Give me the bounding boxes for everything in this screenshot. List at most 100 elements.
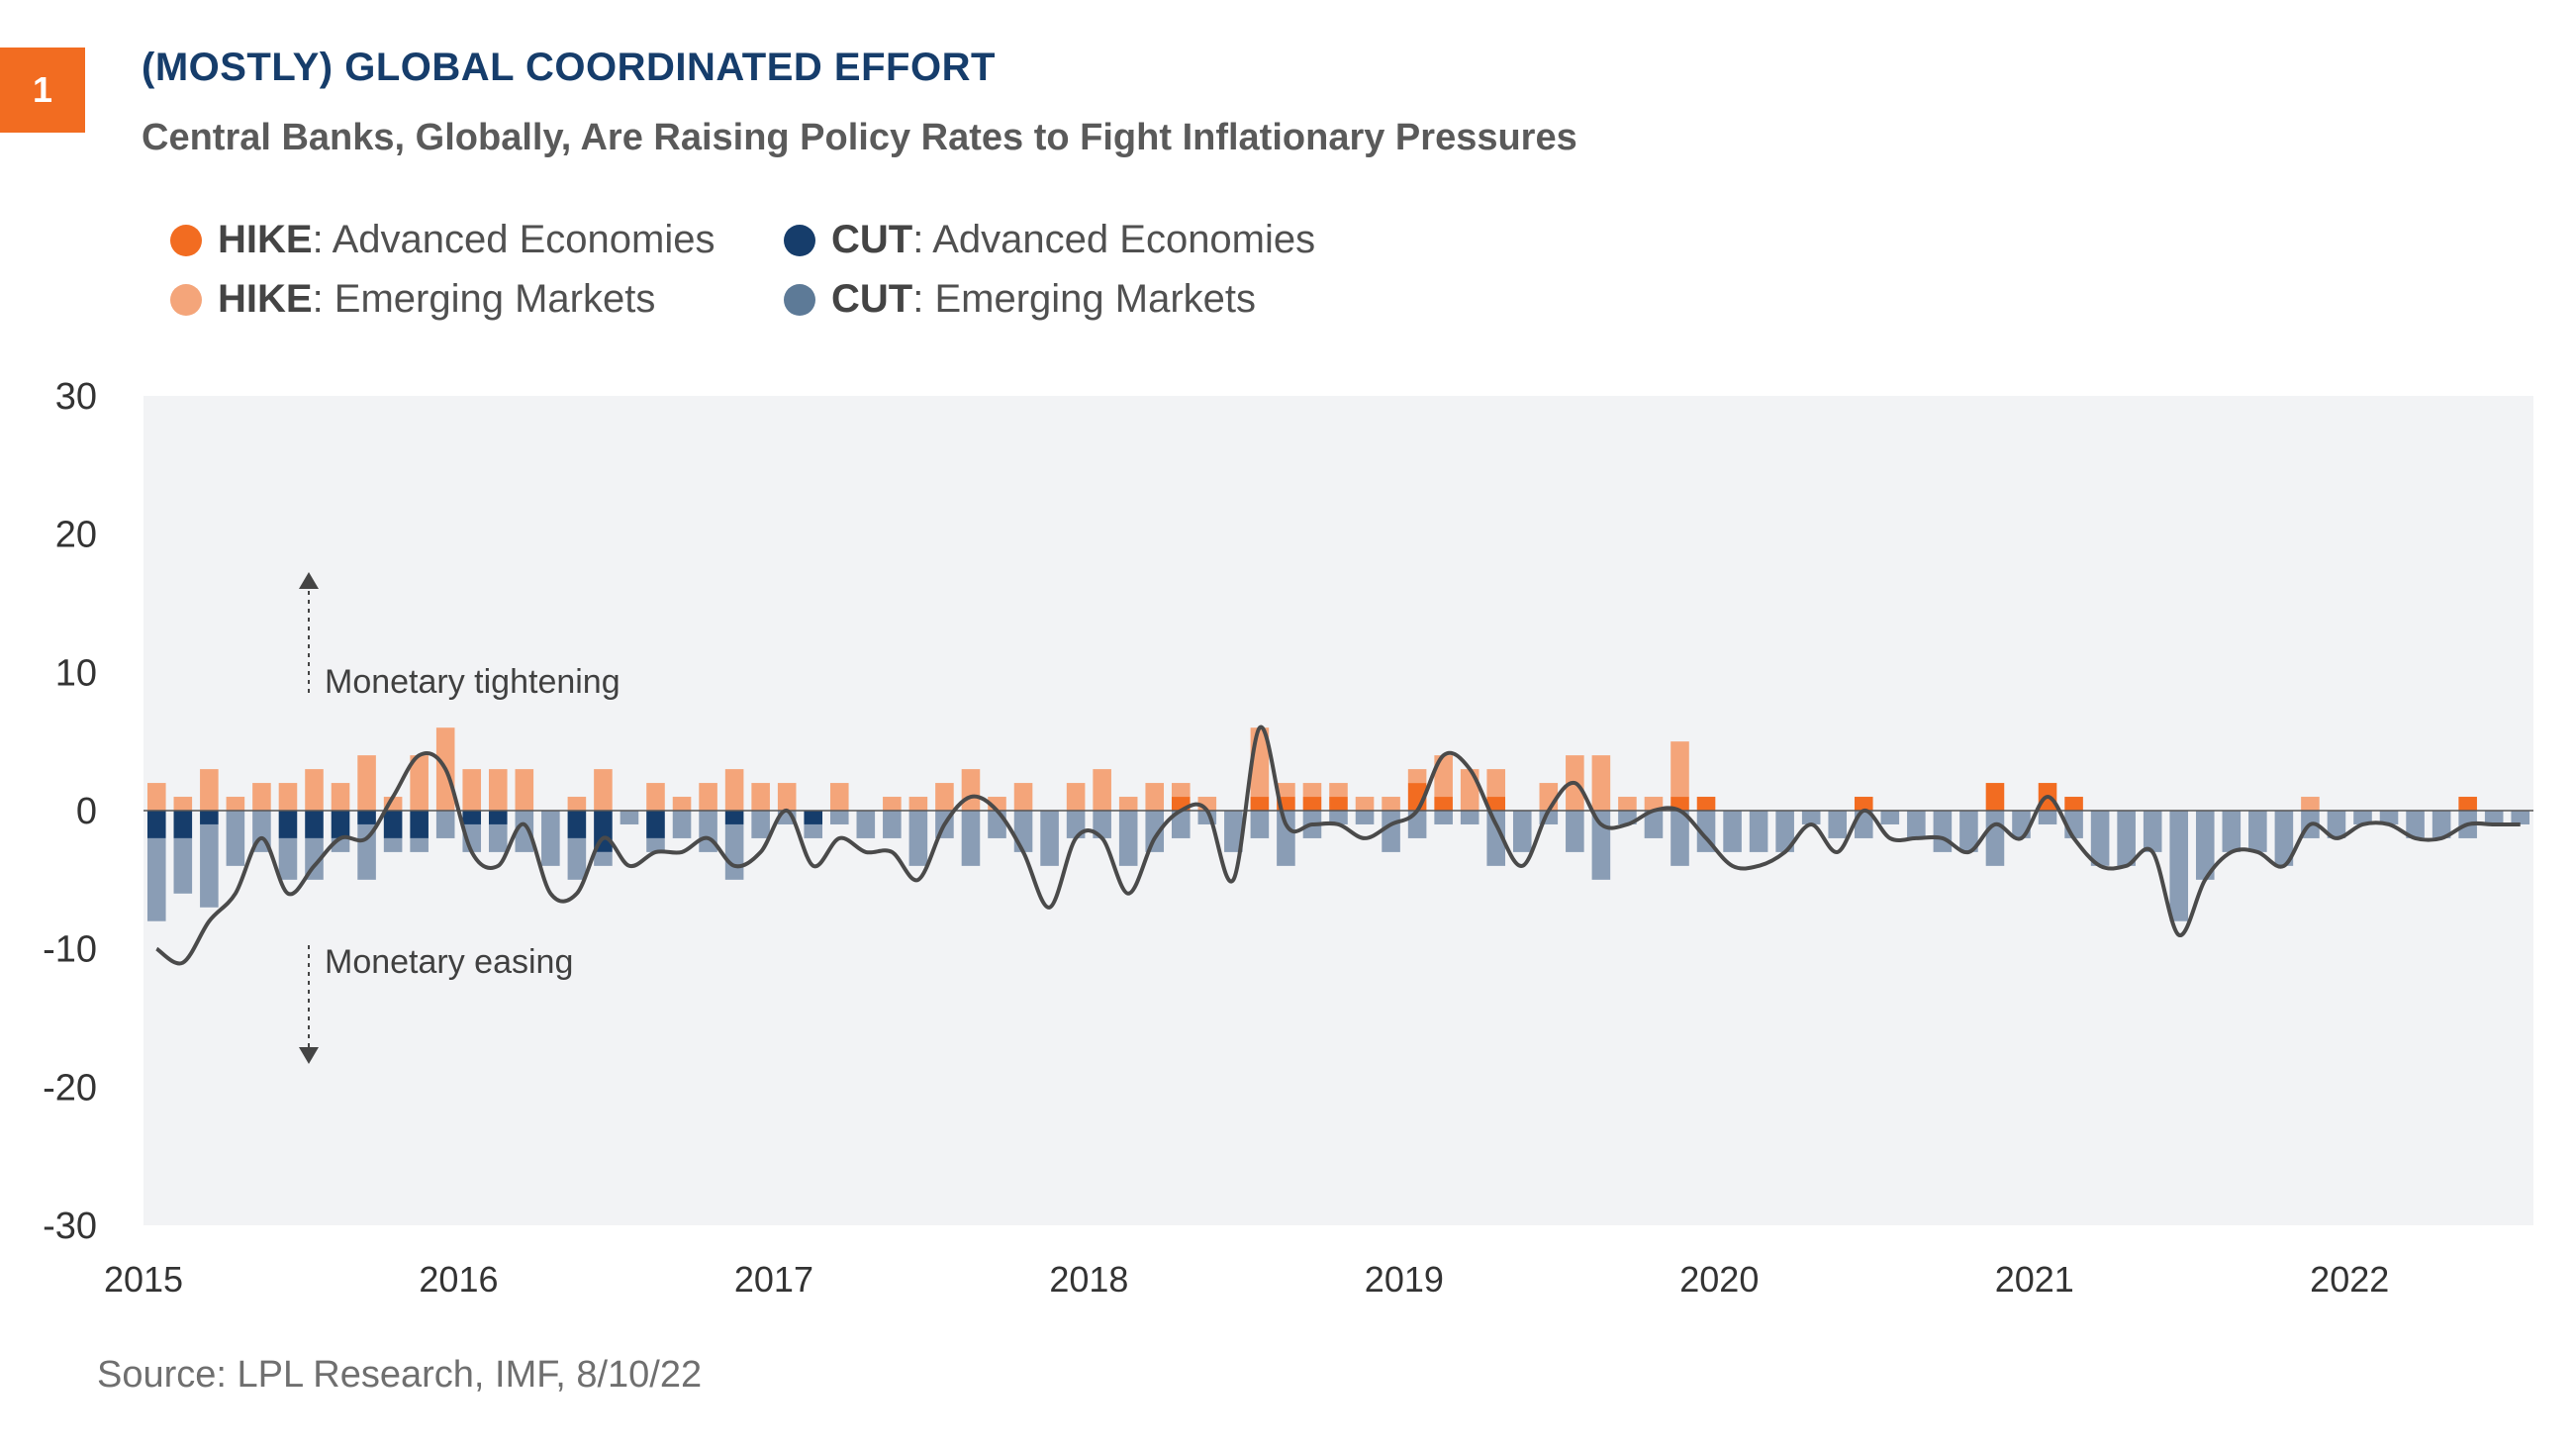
y-tick-label: 10 <box>55 652 97 694</box>
bar-hike-emerging <box>1093 769 1111 811</box>
source-note: Source: LPL Research, IMF, 8/10/22 <box>97 1354 703 1396</box>
bar-cut-emerging <box>1118 811 1138 866</box>
bar-hike-emerging <box>1486 769 1506 798</box>
bar-cut-emerging <box>2379 811 2399 824</box>
bar-cut-advanced <box>278 811 298 838</box>
bar-hike-emerging <box>1407 769 1427 784</box>
bar-cut-advanced <box>331 811 350 838</box>
y-tick-label: -20 <box>43 1067 97 1109</box>
bar-hike-emerging <box>200 769 219 811</box>
bar-cut-emerging <box>804 823 823 838</box>
x-tick-label: 2016 <box>419 1259 498 1300</box>
bar-cut-advanced <box>724 811 744 824</box>
bar-hike-advanced <box>1250 797 1270 811</box>
bar-cut-emerging <box>1985 811 2005 866</box>
bar-cut-emerging <box>988 811 1006 838</box>
bar-cut-emerging <box>1670 811 1689 866</box>
bar-cut-advanced <box>488 811 508 824</box>
y-tick-label: -30 <box>43 1206 97 1247</box>
bar-hike-emerging <box>1066 783 1086 811</box>
bar-cut-emerging <box>829 811 849 824</box>
bar-cut-emerging <box>2012 811 2031 838</box>
bar-hike-emerging <box>331 783 350 811</box>
bar-hike-emerging <box>1013 783 1033 811</box>
legend-dot-icon <box>784 283 815 316</box>
figure-number-badge: 1 <box>0 48 85 133</box>
bar-hike-emerging <box>1670 741 1689 798</box>
bar-hike-emerging <box>1460 769 1479 811</box>
bar-cut-emerging <box>2143 811 2162 852</box>
bar-cut-emerging <box>594 851 613 866</box>
y-tick-label: 0 <box>76 791 97 832</box>
bar-hike-emerging <box>699 783 717 811</box>
bar-cut-emerging <box>620 811 639 824</box>
bar-cut-emerging <box>1329 811 1348 824</box>
bar-hike-emerging <box>410 755 429 811</box>
bar-cut-advanced <box>462 811 482 824</box>
bar-hike-emerging <box>672 797 692 811</box>
bar-cut-emerging <box>751 811 770 838</box>
bar-cut-emerging <box>1828 811 1848 838</box>
bar-cut-emerging <box>1250 811 1270 838</box>
bar-hike-advanced <box>1302 797 1322 811</box>
bars-group <box>146 727 2530 921</box>
bar-cut-emerging <box>435 811 455 838</box>
net-line <box>155 724 2521 966</box>
legend-item-cut-emerging: CUT: Emerging Markets <box>784 277 1256 322</box>
chart-subtitle: Central Banks, Globally, Are Raising Pol… <box>142 117 1577 158</box>
bar-hike-emerging <box>1644 797 1664 811</box>
bar-hike-emerging <box>751 783 770 811</box>
bar-cut-emerging <box>1040 811 1059 866</box>
bar-cut-emerging <box>2274 811 2294 866</box>
bar-hike-emerging <box>173 797 193 811</box>
bar-cut-emerging <box>1801 811 1821 824</box>
bar-cut-emerging <box>1355 811 1375 824</box>
legend-item-hike-advanced: HIKE: Advanced Economies <box>170 218 716 262</box>
bar-hike-emerging <box>462 769 482 811</box>
bar-cut-emerging <box>200 823 219 908</box>
bar-hike-emerging <box>1171 783 1191 798</box>
bar-cut-emerging <box>1933 811 1953 852</box>
bar-cut-emerging <box>1460 811 1479 824</box>
bar-hike-emerging <box>935 783 954 811</box>
bar-cut-emerging <box>2222 811 2242 852</box>
bar-cut-emerging <box>1171 811 1191 838</box>
bar-cut-emerging <box>1013 811 1033 852</box>
bar-hike-emerging <box>1329 783 1348 798</box>
bar-hike-emerging <box>226 797 245 811</box>
bar-cut-emerging <box>2353 811 2372 824</box>
easing-annotation: Monetary easing <box>299 943 573 1064</box>
bar-hike-emerging <box>1539 783 1559 811</box>
bar-hike-advanced <box>1486 797 1506 811</box>
legend-item-cut-advanced: CUT: Advanced Economies <box>784 218 1315 262</box>
bar-hike-advanced <box>2458 797 2477 811</box>
legend-dot-icon <box>170 224 202 256</box>
tightening-label: Monetary tightening <box>325 663 620 701</box>
bar-hike-emerging <box>1302 783 1322 798</box>
y-tick-label: -10 <box>43 929 97 971</box>
bar-hike-emerging <box>278 783 298 811</box>
bar-cut-emerging <box>2195 811 2215 880</box>
bar-hike-emerging <box>646 783 665 811</box>
bar-cut-emerging <box>1093 811 1111 838</box>
x-axis: 2015 2016 2017 2018 2019 2020 2021 2022 <box>104 1259 2389 1300</box>
bar-cut-emerging <box>672 811 692 838</box>
bar-hike-emerging <box>777 783 797 811</box>
bar-cut-emerging <box>1512 811 1532 852</box>
bar-cut-emerging <box>278 837 298 880</box>
bar-cut-emerging <box>1224 811 1243 852</box>
bar-cut-emerging <box>1907 811 1926 838</box>
bar-hike-emerging <box>883 797 902 811</box>
bar-cut-advanced <box>200 811 219 824</box>
legend-key: HIKE <box>218 218 313 261</box>
y-tick-label: 20 <box>55 515 97 556</box>
bar-cut-emerging <box>2484 811 2504 824</box>
bar-cut-emerging <box>2327 811 2346 838</box>
bar-cut-emerging <box>646 837 665 852</box>
bar-cut-emerging <box>173 837 193 894</box>
legend-item-hike-emerging: HIKE: Emerging Markets <box>170 277 655 322</box>
bar-cut-emerging <box>2511 811 2530 824</box>
bar-cut-advanced <box>146 811 166 838</box>
bar-hike-emerging <box>1591 755 1611 811</box>
bar-cut-emerging <box>2432 811 2451 838</box>
